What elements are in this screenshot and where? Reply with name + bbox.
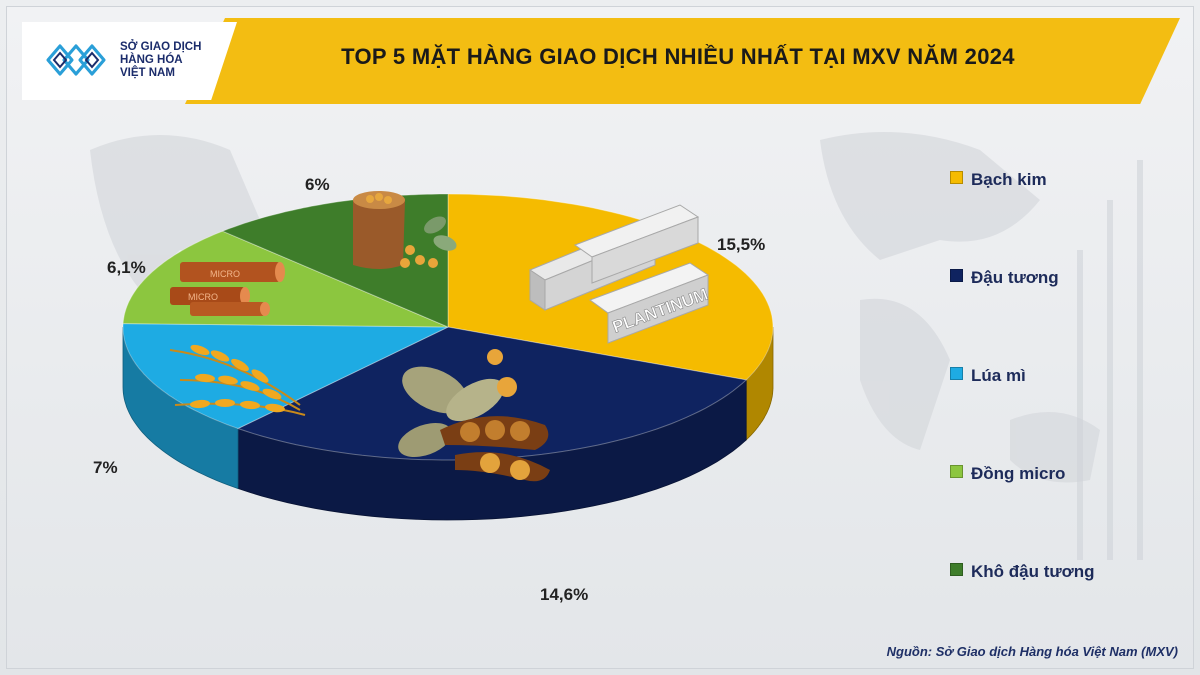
legend-label: Khô đậu tương [971, 562, 1095, 581]
legend-swatch [950, 465, 963, 478]
legend-label: Đồng micro [971, 464, 1066, 483]
soybean-icon [398, 349, 550, 482]
logo-line-2: HÀNG HÓA [120, 54, 183, 66]
legend-swatch [950, 367, 963, 380]
soybean-meal-sack-icon [353, 191, 457, 269]
slice-label-lua-mi: 7% [93, 458, 118, 477]
logo-box [22, 22, 237, 100]
wheat-icon [169, 344, 306, 416]
legend-label: Bạch kim [971, 170, 1047, 189]
copper-pipes-icon: MICRO MICRO [170, 262, 285, 316]
legend-item: Bạch kim [950, 170, 1047, 192]
legend-swatch [950, 269, 963, 282]
chart-title: TOP 5 MẶT HÀNG GIAO DỊCH NHIỀU NHẤT TẠI … [341, 44, 1015, 69]
logo-icon [46, 44, 106, 76]
svg-text:MICRO: MICRO [188, 292, 218, 302]
slice-label-dau-tuong: 14,6% [540, 585, 589, 604]
legend-swatch [950, 171, 963, 184]
source-note: Nguồn: Sở Giao dịch Hàng hóa Việt Nam (M… [886, 644, 1178, 659]
title-banner [185, 18, 1180, 104]
logo-text: SỞ GIAO DỊCH HÀNG HÓA VIỆT NAM [120, 41, 230, 80]
legend-label: Đậu tương [971, 268, 1059, 287]
legend-item: Lúa mì [950, 366, 1026, 388]
legend-item: Đậu tương [950, 268, 1059, 290]
logo-line-3: VIỆT NAM [120, 67, 175, 79]
slice-label-bach-kim: 15,5% [717, 235, 766, 254]
svg-text:MICRO: MICRO [210, 269, 240, 279]
legend-swatch [950, 563, 963, 576]
legend-label: Lúa mì [971, 366, 1026, 385]
logo-line-1: SỞ GIAO DỊCH [120, 41, 202, 53]
pie-side-2 [122, 326, 239, 490]
slice-label-dong-micro: 6,1% [107, 258, 146, 277]
legend-item: Khô đậu tương [950, 562, 1095, 584]
slice-label-kho-dau-tuong: 6% [305, 175, 330, 194]
legend-item: Đồng micro [950, 464, 1065, 486]
